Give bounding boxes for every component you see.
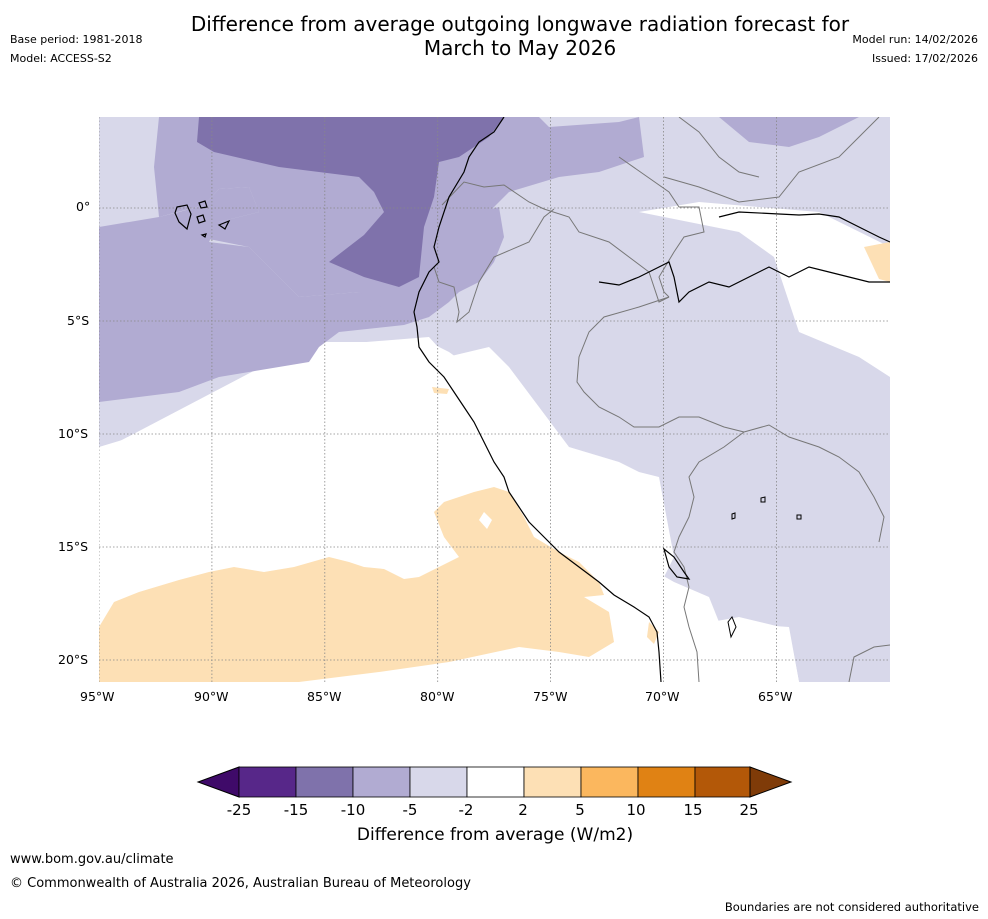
border-colombia-peru xyxy=(543,208,670,303)
colorbar-bin xyxy=(352,766,411,798)
colorbar-bin xyxy=(580,766,639,798)
anomaly-region-light-orange-coast-patch xyxy=(432,387,449,394)
galapagos-islands xyxy=(174,200,231,238)
border-bolivia-paraguay xyxy=(848,644,890,682)
model-name: Model: ACCESS-S2 xyxy=(10,52,112,65)
colorbar-extend-high xyxy=(749,766,793,798)
colorbar-tick-label: -2 xyxy=(458,801,474,819)
colorbar-bin xyxy=(694,766,751,798)
bom-website-link[interactable]: www.bom.gov.au/climate xyxy=(10,852,174,867)
copyright-notice: © Commonwealth of Australia 2026, Austra… xyxy=(10,876,471,891)
border-ecuador-peru xyxy=(433,208,555,324)
colorbar-bin xyxy=(466,766,525,798)
colorbar-tick-label: -5 xyxy=(402,801,418,819)
coast-negro-river xyxy=(718,211,890,243)
model-run: Model run: 14/02/2026 xyxy=(852,33,978,46)
coast-amazon-river xyxy=(598,261,890,304)
border-peru-brazil xyxy=(576,296,745,433)
anomaly-region-neutral-south xyxy=(614,587,799,682)
lake-4 xyxy=(727,616,737,639)
border-peru-bolivia xyxy=(673,431,745,588)
anomaly-region-dark-purple xyxy=(197,117,504,287)
lon-label-85w: 85°W xyxy=(307,689,342,704)
island-santiago xyxy=(198,200,208,209)
colorbar-tick-label: 15 xyxy=(683,801,703,819)
colorbar-tick-label: -10 xyxy=(340,801,366,819)
anomaly-region-medium-purple-northeast xyxy=(719,117,859,147)
anomaly-region-neutral-peru-hole xyxy=(479,512,492,529)
lake-3 xyxy=(796,514,802,520)
border-colombia-north xyxy=(678,117,760,178)
boundaries-disclaimer: Boundaries are not considered authoritat… xyxy=(724,900,979,914)
island-isabela xyxy=(174,204,192,231)
coast-lake-titicaca xyxy=(662,547,691,580)
anomaly-region-light-orange-south xyxy=(647,622,659,644)
map-title: Difference from average outgoing longwav… xyxy=(0,12,988,60)
gridlines xyxy=(99,117,890,682)
lat-label-20s: 20°S xyxy=(58,652,89,667)
title-line-1: Difference from average outgoing longwav… xyxy=(190,12,850,36)
lake-1 xyxy=(731,512,736,520)
coastlines xyxy=(413,117,890,682)
lat-label-10s: 10°S xyxy=(58,426,89,441)
bolivia-lakes xyxy=(727,496,802,639)
island-espanola xyxy=(200,233,207,238)
lon-label-95w: 95°W xyxy=(80,689,115,704)
border-bolivia-brazil xyxy=(743,424,885,543)
border-venezuela-brazil xyxy=(663,117,880,203)
colorbar-bin xyxy=(238,766,297,798)
border-colombia-ecuador xyxy=(441,181,545,210)
anomaly-region-light-orange-peru xyxy=(99,487,614,682)
border-colombia-brazil-venezuela xyxy=(618,156,705,298)
anomaly-region-medium-purple-west xyxy=(99,187,429,402)
island-santa-cruz xyxy=(196,214,206,224)
colorbar-tick-label: 10 xyxy=(626,801,646,819)
lon-label-80w: 80°W xyxy=(420,689,455,704)
lake-2 xyxy=(760,496,766,503)
colorbar-bin xyxy=(523,766,582,798)
colorbar xyxy=(196,766,793,798)
border-bolivia-chile xyxy=(683,586,700,682)
colorbar-tick-label: 25 xyxy=(739,801,759,819)
lon-label-75w: 75°W xyxy=(533,689,568,704)
lat-label-0: 0° xyxy=(76,199,91,214)
coast-pacific-south-america xyxy=(413,117,662,682)
issued-date: Issued: 17/02/2026 xyxy=(871,52,978,65)
anomaly-region-medium-purple-ecuador xyxy=(449,207,504,292)
colorbar-bin xyxy=(637,766,696,798)
colorbar-title: Difference from average (W/m2) xyxy=(356,825,634,845)
lat-label-5s: 5°S xyxy=(67,313,90,328)
lon-label-65w: 65°W xyxy=(758,689,793,704)
colorbar-bin xyxy=(409,766,468,798)
colorbar-extend-low xyxy=(196,766,240,798)
colorbar-tick-label: 2 xyxy=(518,801,528,819)
anomaly-region-neutral-amazon xyxy=(639,202,890,377)
lat-label-15s: 15°S xyxy=(58,539,89,554)
title-line-2: March to May 2026 xyxy=(423,36,617,60)
colorbar-tick-label: -15 xyxy=(283,801,309,819)
country-borders xyxy=(433,117,890,682)
map-panel xyxy=(99,117,890,682)
anomaly-region-light-orange-brazil xyxy=(864,242,890,282)
colorbar-bin xyxy=(295,766,354,798)
island-san-cristobal xyxy=(217,219,231,230)
colorbar-tick-label: 5 xyxy=(575,801,585,819)
base-period: Base period: 1981-2018 xyxy=(10,33,143,46)
lon-label-70w: 70°W xyxy=(645,689,680,704)
colorbar-tick-label: -25 xyxy=(226,801,252,819)
lon-label-90w: 90°W xyxy=(194,689,229,704)
